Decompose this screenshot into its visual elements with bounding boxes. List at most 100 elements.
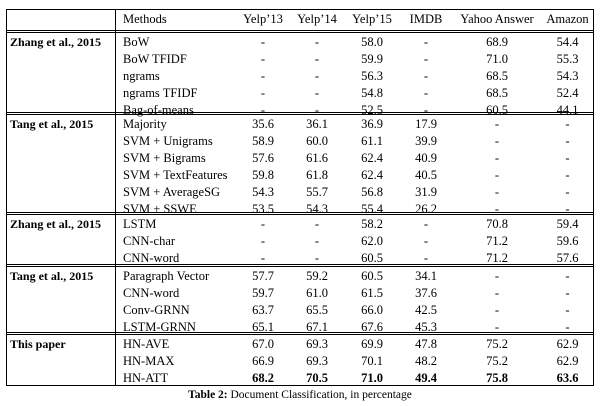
method-name: LSTM	[123, 217, 157, 231]
method-name: CNN-word	[123, 286, 180, 300]
method-name: HN-ATT	[123, 371, 169, 385]
value-imdb: -	[423, 251, 429, 265]
method-name: HN-AVE	[123, 337, 170, 351]
value-imdb: -	[423, 234, 429, 248]
header-yahoo: Yahoo Answer	[460, 12, 534, 26]
value-yahoo: -	[494, 168, 500, 182]
value-imdb: 39.9	[415, 134, 437, 148]
header-yelp14: Yelp’14	[297, 12, 337, 26]
group-rule-lower	[6, 114, 594, 115]
value-yahoo: 60.5	[486, 103, 508, 117]
table-row: Conv-GRNN 63.7 65.5 66.0 42.5 - -	[0, 302, 600, 319]
group-rule-upper	[6, 212, 594, 213]
group-rule-lower	[6, 334, 594, 335]
table-row: Zhang et al., 2015 LSTM - - 58.2 - 70.8 59.4	[0, 216, 600, 233]
value-yelp14: -	[314, 234, 320, 248]
value-yahoo: -	[494, 303, 500, 317]
header-methods: Methods	[123, 12, 167, 26]
method-name: ngrams TFIDF	[123, 86, 198, 100]
table-row: ngrams - - 56.3 - 68.5 54.3	[0, 68, 600, 85]
value-yelp15: 36.9	[361, 117, 383, 131]
group-source: This paper	[10, 337, 66, 351]
group-rule-upper	[6, 332, 594, 333]
value-yelp14: -	[314, 35, 320, 49]
header-amazon: Amazon	[546, 12, 589, 26]
value-yelp13: 63.7	[252, 303, 274, 317]
value-imdb: -	[423, 52, 429, 66]
value-yelp14: 61.8	[306, 168, 328, 182]
value-yelp14: 65.5	[306, 303, 328, 317]
value-yahoo: 71.2	[486, 251, 508, 265]
value-yelp15: 58.2	[361, 217, 383, 231]
table-row: HN-ATT 68.2 70.5 71.0 49.4 75.8 63.6	[0, 370, 600, 387]
value-yelp15: 52.5	[361, 103, 383, 117]
value-yelp14: 69.3	[306, 354, 328, 368]
group-source: Tang et al., 2015	[10, 269, 94, 283]
method-name: LSTM-GRNN	[123, 320, 196, 334]
value-imdb: 26.2	[415, 202, 437, 216]
value-amazon: -	[565, 269, 570, 283]
value-yelp13: 35.6	[252, 117, 274, 131]
method-name: SVM + Bigrams	[123, 151, 206, 165]
caption-label: Table 2:	[188, 389, 228, 401]
table-left-border	[6, 9, 7, 385]
value-yahoo: 68.5	[486, 86, 508, 100]
header-source	[10, 11, 112, 28]
value-yelp14: 61.6	[306, 151, 328, 165]
value-yelp13: 57.7	[252, 269, 274, 283]
value-yelp13: -	[260, 69, 266, 83]
value-amazon: 55.3	[556, 52, 579, 66]
value-yahoo: 75.8	[486, 371, 508, 385]
value-yahoo: 70.8	[486, 217, 508, 231]
value-yelp15: 59.9	[361, 52, 383, 66]
method-name: SVM + Unigrams	[123, 134, 213, 148]
value-imdb: 49.4	[415, 371, 437, 385]
table-row: Zhang et al., 2015 BoW - - 58.0 - 68.9 54.4	[0, 34, 600, 51]
table-row: Tang et al., 2015 Majority 35.6 36.1 36.9 17.…	[0, 116, 600, 133]
value-yelp13: -	[260, 35, 266, 49]
method-name: BoW TFIDF	[123, 52, 187, 66]
table-right-border	[593, 9, 594, 385]
value-yelp13: 59.8	[252, 168, 274, 182]
value-yelp15: 60.5	[361, 251, 383, 265]
value-amazon: -	[565, 185, 570, 199]
table-row: SVM + Unigrams 58.9 60.0 61.1 39.9 - -	[0, 133, 600, 150]
value-yelp13: 57.6	[252, 151, 274, 165]
value-yelp13: 53.5	[252, 202, 274, 216]
value-yelp15: 60.5	[361, 269, 383, 283]
value-imdb: 34.1	[415, 269, 437, 283]
value-amazon: 57.6	[556, 251, 579, 265]
value-yelp14: -	[314, 52, 320, 66]
value-yelp14: 61.0	[306, 286, 328, 300]
value-yelp14: 59.2	[306, 269, 328, 283]
value-yelp14: 67.1	[306, 320, 328, 334]
value-yelp13: -	[260, 103, 266, 117]
value-yelp15: 62.0	[361, 234, 383, 248]
value-yelp14: 36.1	[306, 117, 328, 131]
value-amazon: 44.1	[556, 103, 579, 117]
value-imdb: -	[423, 217, 429, 231]
value-yelp15: 69.9	[361, 337, 383, 351]
value-yahoo: -	[494, 202, 500, 216]
value-yelp15: 54.8	[361, 86, 383, 100]
value-yelp13: -	[260, 234, 266, 248]
method-name: SVM + TextFeatures	[123, 168, 228, 182]
table-row: Tang et al., 2015 Paragraph Vector 57.7 59.…	[0, 268, 600, 285]
group-source: Zhang et al., 2015	[10, 35, 102, 49]
value-imdb: 17.9	[415, 117, 437, 131]
value-yelp14: -	[314, 103, 320, 117]
table-row: This paper HN-AVE 67.0 69.3 69.9 47.8 75.2 62.9	[0, 336, 600, 353]
value-yelp13: 67.0	[252, 337, 274, 351]
value-amazon: -	[565, 168, 570, 182]
table-row: LSTM-GRNN 65.1 67.1 67.6 45.3 - -	[0, 319, 600, 336]
value-yelp13: 54.3	[252, 185, 274, 199]
value-yahoo: 75.2	[486, 337, 508, 351]
method-name: BoW	[123, 35, 150, 49]
table-row: CNN-word - - 60.5 - 71.2 57.6	[0, 250, 600, 267]
group-rule-lower	[6, 266, 594, 267]
value-yelp14: 54.3	[306, 202, 328, 216]
value-yelp13: 65.1	[252, 320, 274, 334]
value-imdb: -	[423, 86, 429, 100]
value-imdb: 47.8	[415, 337, 437, 351]
table-row: HN-MAX 66.9 69.3 70.1 48.2 75.2 62.9	[0, 353, 600, 370]
